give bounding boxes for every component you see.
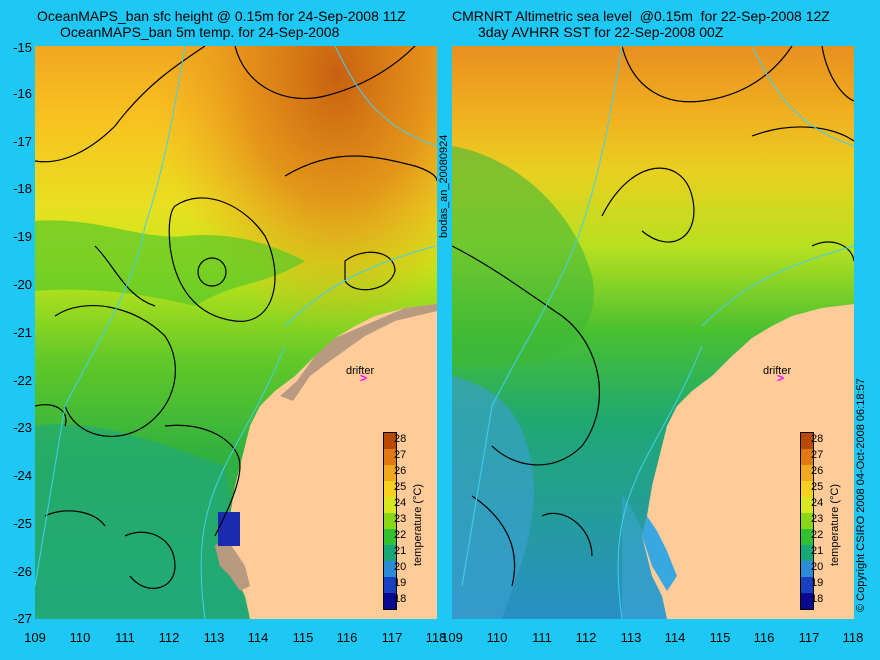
lon-tick: 112 <box>575 630 597 645</box>
colorbar-swatch <box>801 545 813 561</box>
right-title-line2: 3day AVHRR SST for 22-Sep-2008 00Z <box>478 24 724 40</box>
lat-tick: -25 <box>13 516 32 531</box>
colorbar-tick-label: 24 <box>811 497 824 509</box>
colorbar-tick-label: 19 <box>394 577 407 589</box>
colorbar-swatch <box>801 513 813 529</box>
left-map <box>35 46 437 619</box>
lon-tick: 116 <box>336 630 358 645</box>
lon-tick: 117 <box>798 630 820 645</box>
lat-tick: -18 <box>13 181 32 196</box>
colorbar-tick-label: 26 <box>811 465 824 477</box>
colorbar-title-left: temperature (°C) <box>412 483 424 566</box>
colorbar-tick-label: 23 <box>811 513 824 525</box>
colorbar-swatch <box>801 497 813 513</box>
colorbar-swatch <box>384 577 396 593</box>
colorbar-tick-label: 18 <box>394 593 407 605</box>
colorbar-swatch <box>384 513 396 529</box>
colorbar-tick-label: 26 <box>394 465 407 477</box>
lon-tick: 109 <box>441 630 463 645</box>
colorbar-swatch <box>384 497 396 513</box>
lat-tick: -22 <box>13 373 32 388</box>
drifter-label-right: drifter <box>763 365 792 377</box>
lon-tick: 114 <box>247 630 269 645</box>
colorbar-tick-label: 22 <box>394 529 407 541</box>
colorbar-swatch <box>801 577 813 593</box>
right-map-panel[interactable] <box>452 46 854 619</box>
colorbar-tick-label: 28 <box>811 433 824 445</box>
colorbar-swatch <box>384 465 396 481</box>
colorbar-tick-label: 21 <box>811 545 824 557</box>
colorbar-left <box>383 432 397 610</box>
lon-tick: 117 <box>381 630 403 645</box>
colorbar-swatch <box>801 561 813 577</box>
lat-tick: -16 <box>13 86 32 101</box>
copyright-label: © Copyright CSIRO 2008 04-Oct-2008 06:18… <box>855 378 867 612</box>
lon-tick: 113 <box>620 630 642 645</box>
colorbar-swatch <box>384 593 396 609</box>
colorbar-tick-label: 24 <box>394 497 407 509</box>
colorbar-swatch <box>801 449 813 465</box>
lat-tick: -27 <box>13 611 32 626</box>
lon-tick: 118 <box>842 630 864 645</box>
left-title-line1: OceanMAPS_ban sfc height @ 0.15m for 24-… <box>37 8 406 24</box>
colorbar-tick-label: 18 <box>811 593 824 605</box>
lat-tick: -23 <box>13 420 32 435</box>
colorbar-swatch <box>801 433 813 449</box>
colorbar-tick-label: 20 <box>811 561 824 573</box>
drifter-marker-right[interactable]: > <box>777 371 785 385</box>
left-title-line2: OceanMAPS_ban 5m temp. for 24-Sep-2008 <box>60 24 340 40</box>
colorbar-tick-label: 23 <box>394 513 407 525</box>
lon-tick: 109 <box>24 630 46 645</box>
lat-tick: -20 <box>13 277 32 292</box>
lon-tick: 111 <box>115 630 135 645</box>
lon-tick: 118 <box>425 630 447 645</box>
right-title-line1: CMRNRT Altimetric sea level @0.15m for 2… <box>452 8 830 24</box>
lon-tick: 110 <box>69 630 91 645</box>
colorbar-swatch <box>384 433 396 449</box>
colorbar-tick-label: 25 <box>394 481 407 493</box>
right-map <box>452 46 854 619</box>
lon-tick: 116 <box>753 630 775 645</box>
lon-tick: 113 <box>203 630 225 645</box>
colorbar-swatch <box>801 481 813 497</box>
analysis-label: bodas_an_20080924 <box>438 134 450 238</box>
colorbar-swatch <box>801 593 813 609</box>
colorbar-swatch <box>384 481 396 497</box>
lat-tick: -15 <box>13 40 32 55</box>
colorbar-swatch <box>801 529 813 545</box>
colorbar-tick-label: 21 <box>394 545 407 557</box>
colorbar-tick-label: 27 <box>394 449 407 461</box>
left-map-panel[interactable] <box>35 46 437 619</box>
colorbar-title-right: temperature (°C) <box>829 483 841 566</box>
lat-tick: -17 <box>13 134 32 149</box>
lon-tick: 115 <box>709 630 731 645</box>
lat-tick: -24 <box>13 468 32 483</box>
lat-tick: -21 <box>13 325 32 340</box>
colorbar-tick-label: 25 <box>811 481 824 493</box>
colorbar-tick-label: 28 <box>394 433 407 445</box>
colorbar-tick-label: 19 <box>811 577 824 589</box>
lat-tick: -19 <box>13 229 32 244</box>
colorbar-swatch <box>801 465 813 481</box>
colorbar-swatch <box>384 561 396 577</box>
colorbar-swatch <box>384 545 396 561</box>
colorbar-right <box>800 432 814 610</box>
colorbar-swatch <box>384 449 396 465</box>
lon-tick: 111 <box>532 630 552 645</box>
lon-tick: 114 <box>664 630 686 645</box>
colorbar-tick-label: 27 <box>811 449 824 461</box>
drifter-marker-left[interactable]: > <box>360 371 368 385</box>
lon-tick: 112 <box>158 630 180 645</box>
drifter-label-left: drifter <box>346 365 375 377</box>
colorbar-swatch <box>384 529 396 545</box>
colorbar-tick-label: 22 <box>811 529 824 541</box>
lon-tick: 110 <box>486 630 508 645</box>
lat-tick: -26 <box>13 564 32 579</box>
lon-tick: 115 <box>292 630 314 645</box>
colorbar-tick-label: 20 <box>394 561 407 573</box>
